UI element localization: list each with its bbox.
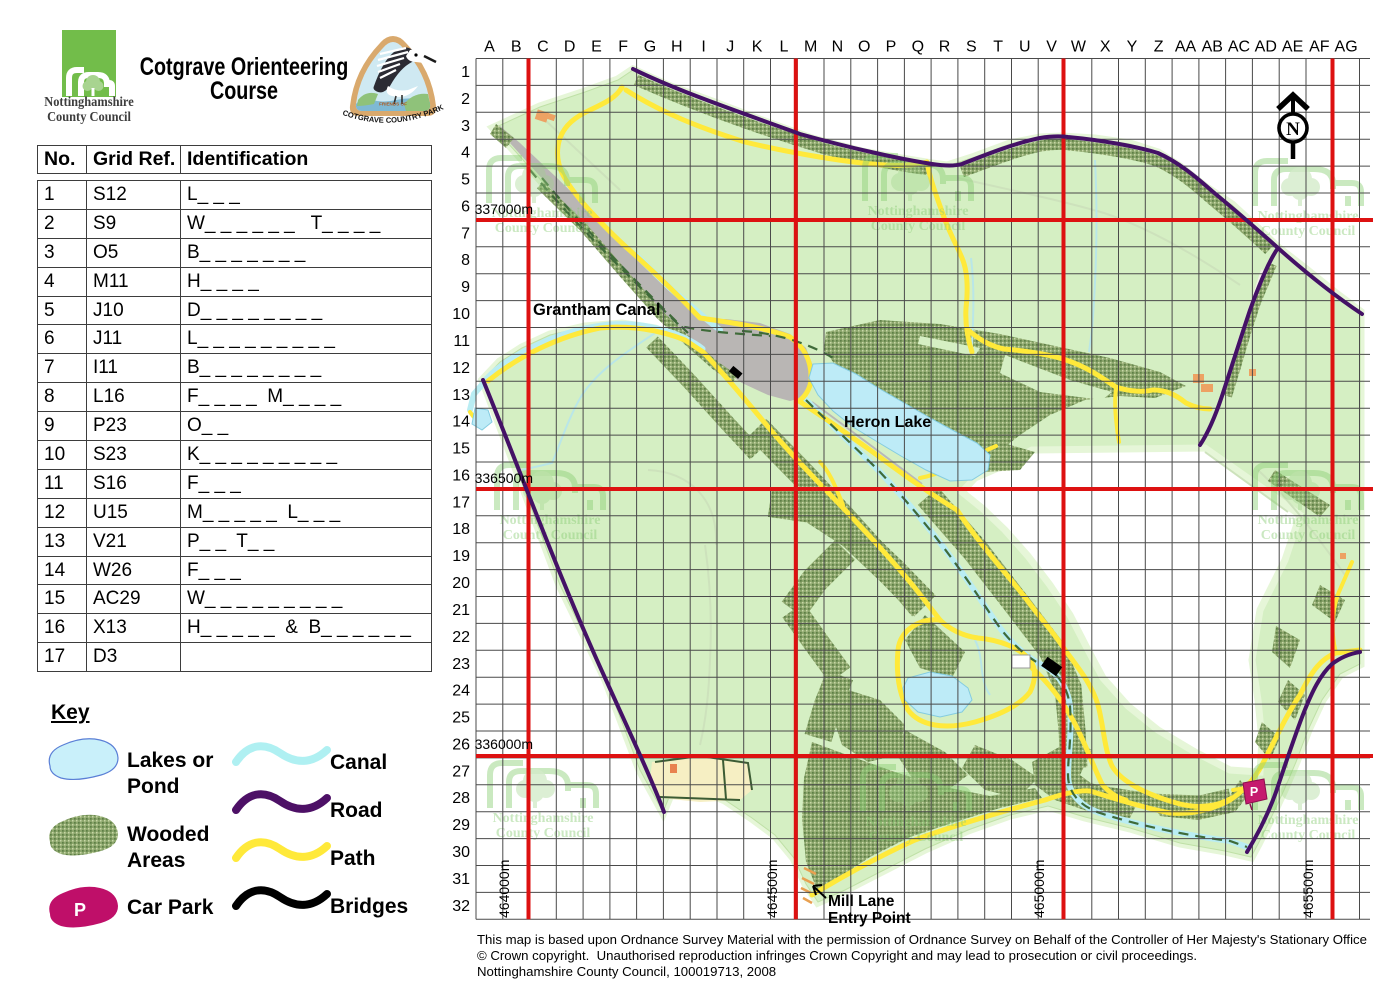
svg-text:Mill Lane: Mill Lane xyxy=(828,893,895,910)
svg-text:2: 2 xyxy=(461,91,470,108)
svg-text:25: 25 xyxy=(452,710,470,727)
svg-text:21: 21 xyxy=(452,602,470,619)
svg-text:1: 1 xyxy=(461,64,470,81)
svg-text:G: G xyxy=(644,39,656,56)
svg-text:AC: AC xyxy=(1228,39,1250,56)
svg-text:FRIENDS OF: FRIENDS OF xyxy=(379,102,407,107)
svg-text:P: P xyxy=(1250,785,1258,799)
svg-text:17: 17 xyxy=(452,494,470,511)
svg-text:Z: Z xyxy=(1154,39,1164,56)
svg-text:4: 4 xyxy=(461,145,470,162)
svg-text:24: 24 xyxy=(452,683,470,700)
svg-text:12: 12 xyxy=(452,360,470,377)
svg-text:Grantham Canal: Grantham Canal xyxy=(533,301,660,319)
svg-text:C: C xyxy=(537,39,549,56)
svg-text:V: V xyxy=(1046,39,1057,56)
svg-text:336500m: 336500m xyxy=(475,470,533,486)
svg-text:464500m: 464500m xyxy=(764,860,780,918)
svg-text:10: 10 xyxy=(452,306,470,323)
svg-text:W: W xyxy=(1071,39,1087,56)
svg-text:27: 27 xyxy=(452,763,470,780)
svg-text:9: 9 xyxy=(461,279,470,296)
svg-text:AA: AA xyxy=(1175,39,1197,56)
svg-text:D: D xyxy=(564,39,576,56)
svg-text:H: H xyxy=(671,39,683,56)
svg-text:7: 7 xyxy=(461,225,470,242)
svg-text:Entry Point: Entry Point xyxy=(828,910,911,927)
svg-text:X: X xyxy=(1100,39,1111,56)
svg-text:Q: Q xyxy=(912,39,924,56)
svg-text:8: 8 xyxy=(461,252,470,269)
svg-text:T: T xyxy=(993,39,1003,56)
svg-text:F: F xyxy=(618,39,628,56)
svg-text:15: 15 xyxy=(452,441,470,458)
svg-text:A: A xyxy=(484,39,495,56)
svg-text:R: R xyxy=(939,39,951,56)
svg-text:AE: AE xyxy=(1282,39,1303,56)
svg-text:AG: AG xyxy=(1335,39,1358,56)
svg-text:11: 11 xyxy=(453,333,470,350)
svg-text:P: P xyxy=(74,900,86,920)
svg-text:AB: AB xyxy=(1202,39,1223,56)
svg-text:28: 28 xyxy=(452,790,470,807)
svg-text:26: 26 xyxy=(452,736,470,753)
svg-text:Heron Lake: Heron Lake xyxy=(844,414,931,431)
svg-text:22: 22 xyxy=(452,629,470,646)
svg-text:30: 30 xyxy=(452,844,470,861)
svg-text:B: B xyxy=(511,39,522,56)
svg-text:5: 5 xyxy=(461,172,470,189)
svg-text:Y: Y xyxy=(1127,39,1138,56)
svg-text:O: O xyxy=(858,39,870,56)
svg-text:AF: AF xyxy=(1309,39,1330,56)
svg-text:20: 20 xyxy=(452,575,470,592)
svg-text:U: U xyxy=(1019,39,1031,56)
svg-text:N: N xyxy=(832,39,844,56)
svg-text:M: M xyxy=(804,39,817,56)
svg-text:465500m: 465500m xyxy=(1300,860,1316,918)
svg-text:3: 3 xyxy=(461,118,470,135)
svg-text:16: 16 xyxy=(452,467,470,484)
svg-text:465000m: 465000m xyxy=(1031,860,1047,918)
svg-text:13: 13 xyxy=(452,387,470,404)
svg-text:J: J xyxy=(726,39,734,56)
svg-text:AD: AD xyxy=(1255,39,1277,56)
svg-text:N: N xyxy=(1286,119,1300,140)
svg-text:S: S xyxy=(966,39,977,56)
svg-text:K: K xyxy=(752,39,763,56)
svg-text:23: 23 xyxy=(452,656,470,673)
svg-text:29: 29 xyxy=(452,817,470,834)
svg-text:337000m: 337000m xyxy=(475,201,533,217)
svg-text:464000m: 464000m xyxy=(496,860,512,918)
svg-text:14: 14 xyxy=(452,414,470,431)
svg-text:P: P xyxy=(886,39,897,56)
svg-text:18: 18 xyxy=(452,521,470,538)
svg-text:E: E xyxy=(591,39,602,56)
svg-text:31: 31 xyxy=(452,871,470,888)
svg-text:6: 6 xyxy=(461,198,470,215)
svg-text:336000m: 336000m xyxy=(475,736,533,752)
svg-text:19: 19 xyxy=(452,548,470,565)
svg-text:32: 32 xyxy=(452,898,470,915)
svg-text:L: L xyxy=(779,39,788,56)
svg-text:I: I xyxy=(701,39,705,56)
